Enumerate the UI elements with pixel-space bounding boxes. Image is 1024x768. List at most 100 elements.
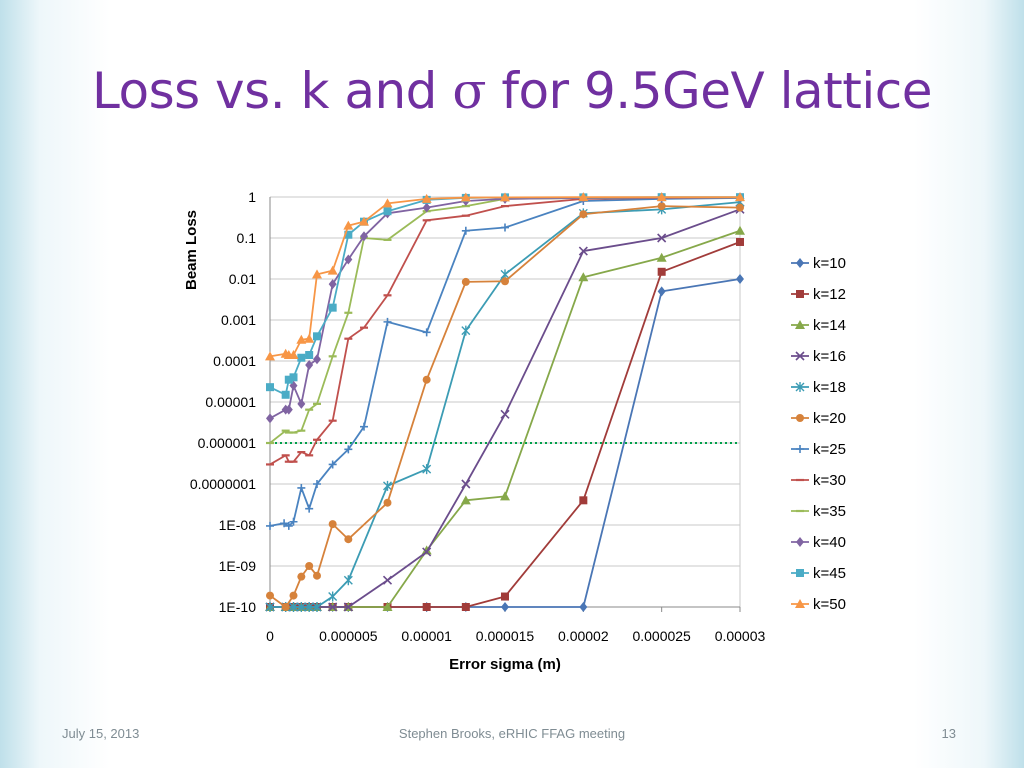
series-line-k-14 [270,229,741,608]
legend-entry-k-45: k=45 [791,565,846,582]
data-point-k-45 [305,351,314,360]
data-point-k-50 [304,333,315,343]
data-point-k-50 [460,192,471,202]
data-point-k-40 [422,202,431,213]
legend-label: k=18 [813,379,846,396]
legend-entry-k-30: k=30 [791,472,846,489]
data-point-k-50 [382,198,393,208]
legend-marker [795,320,805,329]
data-point-k-50 [656,192,667,202]
data-point-k-14 [382,602,393,611]
data-point-k-16 [382,575,393,585]
data-point-k-20 [579,210,588,219]
data-point-k-20 [297,572,306,581]
data-point-k-25 [284,521,293,530]
data-point-k-25 [383,317,392,326]
data-point-k-12 [579,496,588,505]
legend-entry-k-25: k=25 [791,441,846,458]
legend-entry-k-16: k=16 [791,348,846,365]
footer-page-number: 13 [941,726,956,741]
data-point-k-20 [501,277,509,286]
legend-label: k=12 [813,286,846,303]
data-point-k-16 [657,233,667,243]
data-point-k-20 [281,603,290,611]
data-point-k-18 [383,480,392,491]
legend-marker [796,569,804,577]
data-point-k-45 [284,375,293,384]
data-point-k-45 [383,207,392,216]
legend-entry-k-14: k=14 [791,317,846,334]
series-line-k-20 [269,205,741,608]
legend-marker [795,351,805,361]
x-tick-label: 0.000005 [319,628,378,644]
data-point-k-12 [657,267,666,276]
data-point-k-40 [328,279,337,290]
legend-label: k=20 [813,410,846,427]
x-tick-label: 0.00003 [715,628,766,644]
data-point-k-45 [289,373,298,382]
slide-title: Loss vs. k and σ for 9.5GeV lattice [0,62,1024,120]
legend-label: k=14 [813,317,846,334]
legend-marker [796,537,804,547]
data-point-k-14 [500,491,510,501]
series-line-k-18 [270,201,741,608]
data-point-k-45 [297,353,306,362]
x-tick-label: 0 [266,628,274,644]
data-point-k-18 [312,602,322,612]
data-point-k-12 [501,592,509,601]
legend-marker [796,258,804,268]
series-line-k-12 [270,241,741,608]
legend-entry-k-50: k=50 [791,596,846,613]
y-tick-label: 0.01 [229,271,256,287]
data-point-k-20 [289,591,298,600]
data-point-k-25 [461,226,470,235]
legend-label: k=40 [813,534,846,551]
series-k-25 [266,193,744,530]
x-axis-label: Error sigma (m) [449,656,561,673]
data-point-k-20 [344,535,353,544]
data-point-k-40 [344,254,353,265]
data-point-k-50 [265,351,275,361]
data-point-k-10 [657,286,666,297]
data-point-k-50 [312,269,322,279]
data-point-k-50 [327,265,338,275]
data-point-k-12 [461,603,470,611]
data-point-k-50 [288,350,299,360]
y-tick-label: 0.0000001 [190,476,256,492]
series-k-50 [265,192,745,361]
data-point-k-18 [328,591,338,602]
data-point-k-45 [266,383,274,392]
y-tick-label: 0.0001 [213,353,256,369]
data-point-k-25 [328,460,337,469]
title-sigma-symbol: σ [452,62,486,120]
data-point-k-50 [421,193,432,203]
legend-marker [795,382,805,392]
x-tick-label: 0.00001 [401,628,452,644]
series-k-20 [266,202,744,611]
data-point-k-50 [500,192,510,202]
data-point-k-20 [736,203,744,212]
data-point-k-18 [343,575,353,586]
data-point-k-45 [328,303,337,312]
data-point-k-40 [266,413,274,424]
data-point-k-50 [343,220,354,230]
data-point-k-18 [265,602,275,612]
data-point-k-16 [578,246,588,256]
legend-marker [796,445,804,453]
data-point-k-25 [313,480,321,488]
data-point-k-25 [297,483,306,492]
y-tick-label: 0.001 [221,312,256,328]
series-k-18 [265,197,745,612]
legend-entry-k-35: k=35 [791,503,846,520]
data-point-k-20 [461,277,470,286]
y-axis-label: Beam Loss [183,210,200,290]
y-tick-label: 0.000001 [198,435,257,451]
data-point-k-16 [500,409,510,419]
data-point-k-40 [360,231,368,242]
x-tick-label: 0.000015 [476,628,535,644]
series-k-12 [266,237,744,611]
data-point-k-12 [422,603,431,611]
data-point-k-18 [304,602,314,612]
data-point-k-20 [383,498,392,507]
data-point-k-25 [280,519,289,528]
